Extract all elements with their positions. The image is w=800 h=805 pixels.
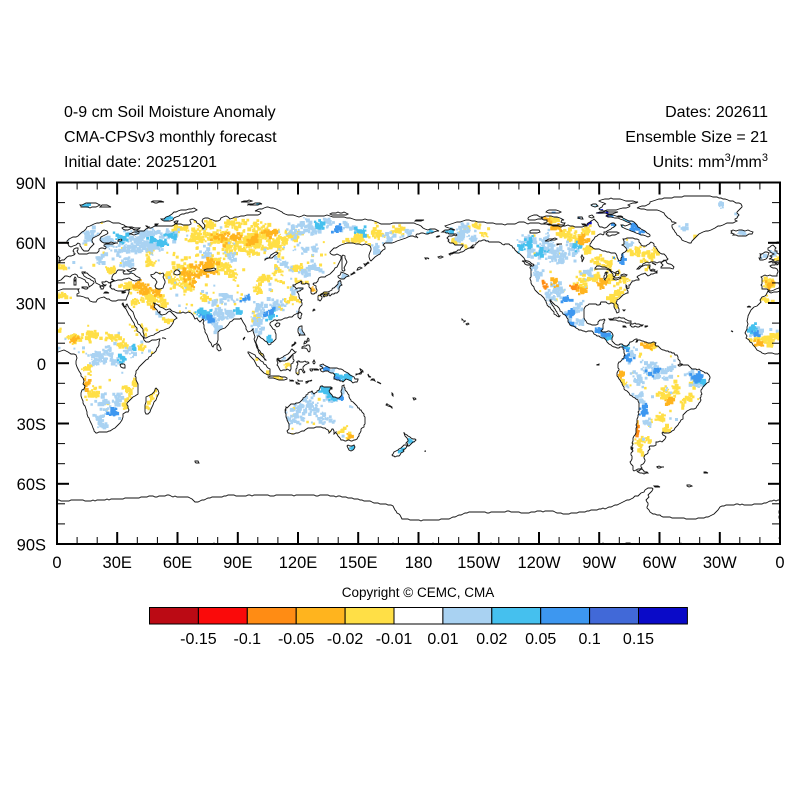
svg-text:-0.02: -0.02 — [327, 631, 364, 648]
svg-text:-0.15: -0.15 — [180, 631, 217, 648]
svg-text:60N: 60N — [16, 235, 46, 253]
svg-text:0: 0 — [37, 356, 46, 374]
svg-text:60S: 60S — [17, 476, 46, 494]
svg-text:120W: 120W — [517, 554, 561, 572]
svg-text:Initial date: 20251201: Initial date: 20251201 — [64, 154, 217, 171]
svg-text:-0.05: -0.05 — [278, 631, 315, 648]
svg-text:Ensemble Size = 21: Ensemble Size = 21 — [625, 129, 768, 146]
svg-text:120E: 120E — [279, 554, 318, 572]
svg-text:90W: 90W — [582, 554, 616, 572]
svg-text:0: 0 — [775, 554, 784, 572]
svg-text:90S: 90S — [17, 537, 46, 555]
svg-text:Dates: 202611: Dates: 202611 — [665, 104, 768, 121]
svg-text:-0.01: -0.01 — [376, 631, 413, 648]
svg-text:-0.1: -0.1 — [234, 631, 262, 648]
svg-text:30E: 30E — [103, 554, 132, 572]
svg-text:30N: 30N — [16, 296, 46, 314]
svg-text:30S: 30S — [17, 416, 46, 434]
svg-text:150E: 150E — [339, 554, 378, 572]
svg-text:CMA-CPSv3 monthly forecast: CMA-CPSv3 monthly forecast — [64, 129, 277, 146]
svg-text:0.15: 0.15 — [623, 631, 654, 648]
svg-text:150W: 150W — [457, 554, 501, 572]
svg-text:30W: 30W — [703, 554, 737, 572]
svg-text:60E: 60E — [163, 554, 192, 572]
svg-text:90E: 90E — [223, 554, 252, 572]
svg-text:0.01: 0.01 — [427, 631, 458, 648]
svg-text:180: 180 — [405, 554, 433, 572]
svg-text:60W: 60W — [643, 554, 677, 572]
svg-text:Units: mm3/mm3: Units: mm3/mm3 — [653, 152, 768, 171]
svg-text:0.02: 0.02 — [476, 631, 507, 648]
svg-text:Copyright © CEMC, CMA: Copyright © CEMC, CMA — [342, 585, 494, 600]
svg-text:0.05: 0.05 — [525, 631, 556, 648]
svg-text:0.1: 0.1 — [578, 631, 600, 648]
svg-text:90N: 90N — [16, 175, 46, 193]
svg-text:0: 0 — [52, 554, 61, 572]
svg-text:0-9 cm Soil Moisture Anomaly: 0-9 cm Soil Moisture Anomaly — [64, 104, 276, 121]
